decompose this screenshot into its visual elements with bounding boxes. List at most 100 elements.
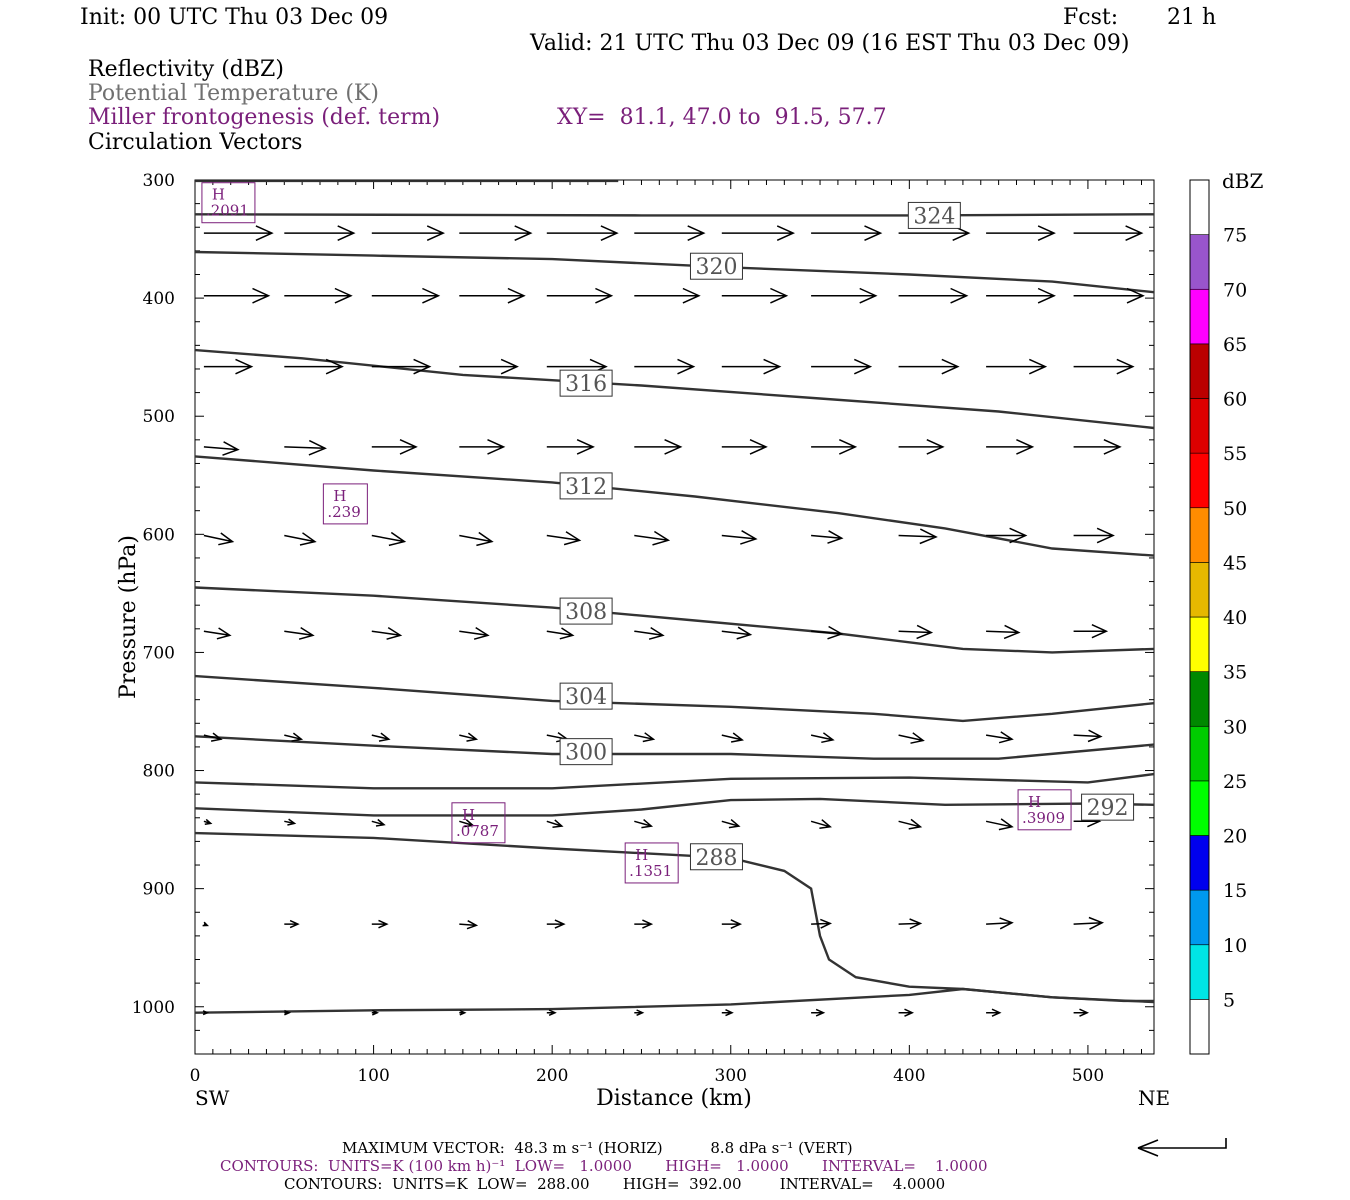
circulation-vector bbox=[986, 1008, 1002, 1017]
circulation-vector bbox=[459, 225, 533, 241]
colorbar-segment bbox=[1189, 999, 1210, 1055]
colorbar-label: 60 bbox=[1223, 389, 1247, 411]
colorbar-segment bbox=[1189, 398, 1210, 454]
circulation-vector bbox=[284, 732, 304, 742]
circulation-vector bbox=[459, 732, 479, 742]
circulation-vector bbox=[634, 819, 654, 829]
theta-contour bbox=[195, 586, 1154, 654]
colorbar-label: 45 bbox=[1223, 552, 1247, 574]
theta-contour-label: 300 bbox=[565, 741, 607, 766]
circulation-vector bbox=[284, 532, 317, 546]
theta-contour-label: 304 bbox=[565, 685, 607, 710]
circulation-vector bbox=[721, 225, 796, 241]
circulation-vector bbox=[898, 818, 923, 830]
circulation-vector bbox=[371, 287, 441, 304]
circulation-vector bbox=[721, 439, 768, 455]
circulation-vector bbox=[546, 919, 566, 929]
frontogenesis-max-value: .2091 bbox=[206, 202, 249, 220]
circulation-vector bbox=[203, 441, 240, 456]
circulation-vector bbox=[371, 919, 389, 929]
circulation-vector bbox=[986, 527, 1028, 544]
circulation-vector bbox=[811, 225, 883, 241]
circulation-vector bbox=[721, 626, 753, 640]
circulation-vector bbox=[203, 732, 223, 742]
theta-contour-label: 288 bbox=[695, 846, 737, 871]
x-tick-label: 500 bbox=[1072, 1066, 1104, 1086]
frontogenesis-max-letter: H bbox=[1028, 793, 1041, 811]
circulation-vector bbox=[986, 358, 1048, 375]
circulation-vector bbox=[721, 732, 744, 743]
x-tick-label: 200 bbox=[536, 1066, 568, 1086]
circulation-vector bbox=[371, 1009, 380, 1016]
circulation-vector bbox=[1073, 225, 1144, 241]
colorbar-unit: dBZ bbox=[1222, 169, 1264, 193]
colorbar-segment bbox=[1189, 234, 1210, 290]
circulation-vector bbox=[459, 1009, 467, 1016]
circulation-vector bbox=[284, 287, 353, 304]
circulation-vector bbox=[284, 919, 300, 929]
colorbar-label: 10 bbox=[1223, 935, 1247, 957]
colorbar-segment bbox=[1189, 725, 1210, 782]
circulation-vector bbox=[203, 358, 254, 375]
colorbar-label: 70 bbox=[1223, 279, 1247, 301]
colorbar-segment bbox=[1189, 179, 1210, 235]
circulation-vector bbox=[721, 919, 743, 929]
circulation-vector bbox=[810, 732, 835, 744]
colorbar-label: 30 bbox=[1223, 716, 1247, 738]
circulation-vector bbox=[459, 531, 494, 547]
circulation-vector bbox=[202, 921, 210, 927]
colorbar-segment bbox=[1189, 507, 1210, 563]
theta-contour bbox=[195, 735, 1154, 760]
frontogenesis-max-box bbox=[322, 483, 368, 525]
y-tick-label: 900 bbox=[143, 880, 175, 900]
circulation-vector bbox=[459, 920, 479, 930]
reference-vector-arrow bbox=[1137, 1138, 1227, 1157]
circulation-vector bbox=[1073, 624, 1109, 639]
field-reflectivity: Reflectivity (dBZ) bbox=[88, 57, 284, 82]
theta-contour bbox=[195, 797, 1154, 817]
circulation-vector bbox=[1073, 439, 1122, 455]
theta-contour bbox=[195, 772, 1154, 790]
colorbar-label: 75 bbox=[1223, 225, 1247, 247]
theta-label-box bbox=[559, 738, 613, 766]
circulation-vector bbox=[898, 624, 934, 640]
circulation-vector bbox=[459, 439, 506, 455]
frontogenesis-max-value: .3909 bbox=[1022, 809, 1065, 827]
circulation-vector bbox=[371, 439, 418, 455]
circulation-vector bbox=[1073, 1008, 1090, 1017]
colorbar-segment bbox=[1189, 288, 1210, 345]
circulation-vector bbox=[546, 1009, 557, 1016]
frontogenesis-max-value: .1351 bbox=[629, 862, 672, 880]
colorbar-label: 55 bbox=[1223, 443, 1247, 465]
colorbar-segment bbox=[1189, 835, 1210, 891]
x-tick-label: 0 bbox=[190, 1066, 201, 1086]
theta-label-box bbox=[559, 472, 613, 500]
circulation-vector bbox=[634, 1009, 645, 1016]
circulation-vector bbox=[811, 918, 833, 929]
valid-time: Valid: 21 UTC Thu 03 Dec 09 (16 EST Thu … bbox=[530, 31, 1130, 56]
circulation-vector bbox=[634, 919, 654, 929]
circulation-vector bbox=[546, 627, 575, 640]
x-tick-label: 300 bbox=[715, 1066, 747, 1086]
circulation-vector bbox=[634, 439, 683, 455]
circulation-vector bbox=[284, 358, 344, 375]
circulation-vector bbox=[546, 819, 564, 828]
circulation-vector bbox=[721, 819, 741, 829]
colorbar-segment bbox=[1189, 562, 1210, 618]
colorbar-segment bbox=[1189, 343, 1210, 399]
circulation-vector bbox=[898, 358, 960, 375]
theta-contour-label: 292 bbox=[1087, 796, 1129, 821]
frontogenesis-max-letter: H bbox=[212, 186, 225, 204]
circulation-vector bbox=[721, 530, 758, 545]
frontogenesis-max-value: .239 bbox=[327, 503, 360, 521]
circulation-vector bbox=[986, 624, 1021, 640]
frontogenesis-max-letter: H bbox=[333, 487, 346, 505]
footer-theta-contours: CONTOURS: UNITS=K LOW= 288.00 HIGH= 392.… bbox=[284, 1175, 946, 1193]
circulation-vector bbox=[1073, 916, 1105, 930]
frontogenesis-max-value: .0787 bbox=[456, 822, 499, 840]
theta-contour bbox=[195, 213, 1154, 217]
x-end-label-right: NE bbox=[1138, 1086, 1170, 1110]
circulation-vector bbox=[985, 731, 1014, 744]
circulation-vector bbox=[634, 287, 701, 304]
circulation-vector bbox=[371, 626, 403, 640]
